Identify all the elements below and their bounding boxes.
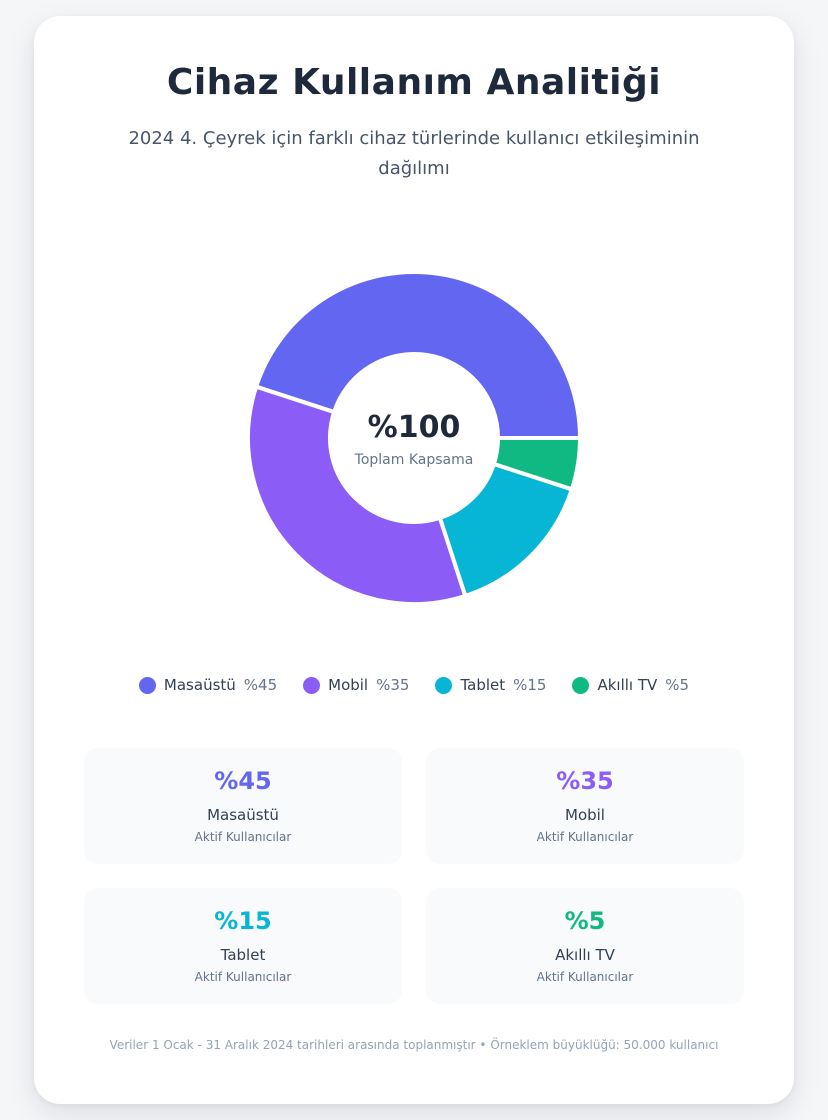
page-title: Cihaz Kullanım Analitiği xyxy=(166,62,662,103)
legend-item-smart-tv[interactable]: Akıllı TV %5 xyxy=(572,676,689,694)
legend-swatch xyxy=(138,676,156,694)
slice-mobile[interactable] xyxy=(246,384,468,606)
legend-swatch xyxy=(572,676,590,694)
stat-label: Akıllı TV xyxy=(555,946,615,964)
center-value: %100 xyxy=(368,410,461,445)
legend-label: Masaüstü xyxy=(163,676,236,694)
stat-card-desktop: %45 Masaüstü Aktif Kullanıcılar xyxy=(84,748,402,864)
stat-sublabel: Aktif Kullanıcılar xyxy=(194,830,292,844)
legend-swatch xyxy=(303,676,321,694)
stat-value: %35 xyxy=(556,767,614,795)
legend-label: Tablet xyxy=(460,676,506,694)
donut-slices xyxy=(246,270,582,606)
stat-label: Mobil xyxy=(565,806,605,824)
slice-smart-tv[interactable] xyxy=(491,436,582,492)
footer-note: Veriler 1 Ocak - 31 Aralık 2024 tarihler… xyxy=(109,1038,719,1052)
stat-sublabel: Aktif Kullanıcılar xyxy=(536,970,634,984)
legend-label: Akıllı TV xyxy=(597,676,658,694)
legend-item-mobile[interactable]: Mobil %35 xyxy=(303,676,409,694)
legend-swatch xyxy=(435,676,453,694)
analytics-card: Cihaz Kullanım Analitiği 2024 4. Çeyrek … xyxy=(34,16,794,1104)
chart-legend: Masaüstü %45 Mobil %35 Tablet %15 Akıllı… xyxy=(34,676,794,694)
legend-value: %45 xyxy=(243,676,278,694)
legend-label: Mobil xyxy=(328,676,369,694)
stat-card-mobile: %35 Mobil Aktif Kullanıcılar xyxy=(426,748,744,864)
legend-item-tablet[interactable]: Tablet %15 xyxy=(435,676,546,694)
legend-value: %15 xyxy=(513,676,547,694)
page-subtitle: 2024 4. Çeyrek için farklı cihaz türleri… xyxy=(128,128,700,179)
stat-value: %15 xyxy=(214,907,272,935)
slice-desktop[interactable] xyxy=(254,270,582,440)
donut-chart: %100 Toplam Kapsama xyxy=(246,270,582,606)
legend-value: %5 xyxy=(665,676,690,694)
stats-grid: %45 Masaüstü Aktif Kullanıcılar %35 Mobi… xyxy=(84,748,744,1004)
stat-sublabel: Aktif Kullanıcılar xyxy=(536,830,634,844)
stat-label: Tablet xyxy=(220,946,266,964)
stat-label: Masaüstü xyxy=(207,806,279,824)
stat-sublabel: Aktif Kullanıcılar xyxy=(194,970,292,984)
stat-card-smart-tv: %5 Akıllı TV Aktif Kullanıcılar xyxy=(426,888,744,1004)
center-label: Toplam Kapsama xyxy=(354,452,474,468)
legend-item-desktop[interactable]: Masaüstü %45 xyxy=(138,676,278,694)
stat-value: %5 xyxy=(564,907,606,935)
stat-value: %45 xyxy=(214,767,272,795)
legend-value: %35 xyxy=(376,676,410,694)
stat-card-tablet: %15 Tablet Aktif Kullanıcılar xyxy=(84,888,402,1004)
